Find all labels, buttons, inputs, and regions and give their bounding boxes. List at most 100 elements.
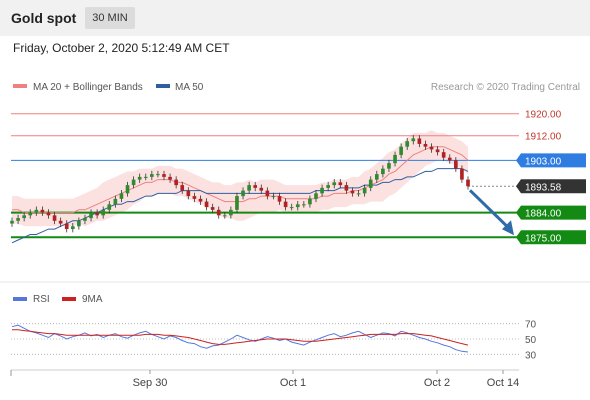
candle-body [302,204,306,206]
level-tag-1893.58 [516,179,586,194]
level-label-1903.00: 1903.00 [525,156,562,167]
rsi-level-label-70: 70 [525,320,537,331]
ma50-line [11,168,469,244]
x-tick-label: Oct 14 [487,377,519,389]
candle-body [229,209,233,216]
candle-body [22,215,26,219]
candle-body [10,220,14,224]
candle-body [186,190,191,197]
level-tag-1903.00 [516,153,586,168]
header-bar: Gold spot 30 MIN [0,0,590,36]
candle-body [253,185,258,188]
level-label-1912.00: 1912.00 [525,132,562,143]
timeframe-badge[interactable]: 30 MIN [85,7,135,29]
candle-body [368,179,373,188]
candle-body [131,179,136,186]
candle-body [417,138,422,144]
candle-body [46,212,51,216]
rsi-level-label-30: 30 [525,350,537,361]
candle-body [168,176,172,180]
ma20-legend-swatch [13,84,27,88]
candle-body [277,196,282,202]
candle-body [332,182,337,186]
candle-body [447,157,452,161]
candle-body [162,174,166,177]
ma9-legend-label: 9MA [82,294,103,305]
candle-body [235,196,239,210]
candle-body [326,185,330,188]
candle-body [241,190,245,197]
rsi-legend-swatch [13,297,27,301]
candle-body [265,190,270,197]
candle-body [52,215,57,221]
candle-body [222,215,227,217]
candle-body [393,154,397,164]
level-tag-1875.00 [516,230,586,245]
candle-body [143,176,148,178]
candle-body [247,185,251,191]
ma20-line [12,146,469,214]
candle-body [441,152,446,158]
candle-body [83,218,87,221]
level-tag-1884.00 [516,205,586,220]
candle-body [314,193,318,199]
candle-body [350,190,355,194]
candle-body [174,179,178,186]
candle-body [374,174,379,180]
candle-body [125,185,130,194]
candle-body [40,209,45,213]
level-labels: 1920.00 1912.00 1903.00 1893.58 1884.00 1875.… [516,110,586,245]
candle-body [70,226,75,230]
x-tick-label: Sep 30 [133,377,168,389]
candle-body [64,223,69,230]
candle-body [34,209,39,213]
candle-body [338,182,343,186]
candle-body [28,212,33,216]
level-label-1884.00: 1884.00 [525,209,562,220]
key-levels [11,113,519,239]
candle-body [271,196,276,198]
rsi-legend-label: RSI [33,294,50,305]
level-label-1893.58: 1893.58 [525,182,562,193]
candle-body [283,201,288,208]
candle-body [216,209,221,216]
ma9-legend-swatch [62,297,76,301]
rsi-series-9ma [12,329,469,346]
level-label-1920.00: 1920.00 [525,110,562,121]
candle-body [387,163,391,169]
ma50-legend-label: MA 50 [175,82,204,93]
candle-body [204,201,209,208]
rsi-level-label-50: 50 [525,335,537,346]
candle-body [113,198,118,205]
level-label-1875.00: 1875.00 [525,233,562,244]
candle-body [405,141,410,147]
instrument-title: Gold spot [11,10,77,26]
candle-body [344,185,349,191]
moving-averages [11,146,469,244]
candle-body [101,209,106,216]
candle-body [192,196,197,199]
candle-body [381,168,385,175]
candle-body [399,146,403,155]
candle-body [150,174,154,177]
candle-body [95,212,99,216]
candle-body [198,198,203,202]
forecast-arrow-head [502,220,514,236]
candle-body [356,193,361,195]
candle-body [295,204,300,208]
ma50-legend-swatch [156,84,170,88]
candle-body [460,168,464,180]
candle-body [362,187,367,194]
candle-body [58,220,63,224]
candle-body [89,212,93,219]
candle-body [466,179,470,187]
x-tick-label: Oct 1 [280,377,306,389]
candle-body [429,146,434,150]
ma20-legend-label: MA 20 + Bollinger Bands [33,82,143,93]
x-tick-label: Oct 2 [424,377,450,389]
chart-datetime: Friday, October 2, 2020 5:12:49 AM CET [13,41,230,55]
x-axis-ticks: Sep 30 Oct 1 Oct 2 Oct 14 [10,370,519,389]
candle-body [119,193,124,199]
candlesticks [10,135,470,233]
